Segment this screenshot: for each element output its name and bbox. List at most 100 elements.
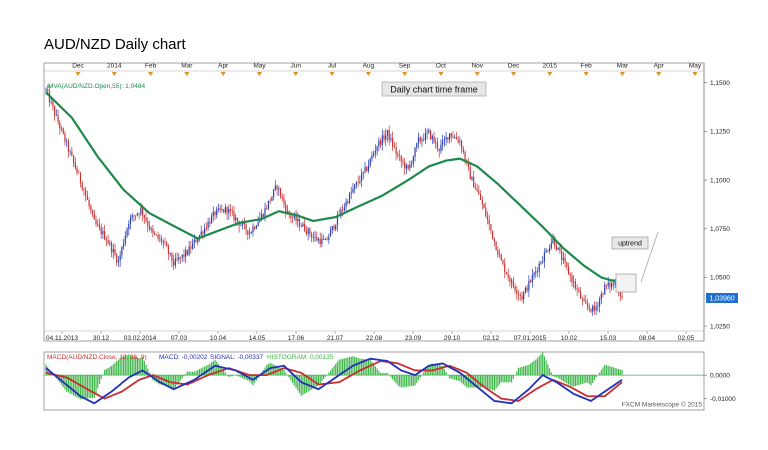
price-panel bbox=[43, 62, 705, 342]
candle bbox=[436, 137, 439, 152]
candle bbox=[310, 231, 313, 243]
candle bbox=[535, 266, 537, 278]
candle bbox=[124, 231, 126, 247]
candle-body bbox=[176, 258, 178, 260]
candle-body bbox=[205, 227, 207, 229]
date-tick-label: 07.01.2015 bbox=[514, 335, 547, 342]
candle bbox=[252, 223, 254, 237]
date-tick-label: 02.12 bbox=[483, 335, 500, 342]
candle bbox=[223, 209, 225, 214]
signal-value: SIGNAL: -0,00337 bbox=[210, 354, 263, 361]
candle-body bbox=[509, 277, 511, 283]
candle-body bbox=[152, 228, 154, 233]
candle bbox=[190, 240, 192, 254]
candle bbox=[357, 176, 359, 187]
candle-body bbox=[405, 164, 408, 169]
candle-body bbox=[367, 165, 370, 171]
date-tick-label: 22.08 bbox=[366, 335, 383, 342]
candle bbox=[74, 157, 76, 170]
candle bbox=[278, 185, 280, 196]
candle bbox=[250, 231, 252, 234]
candle bbox=[114, 243, 116, 257]
candle bbox=[205, 222, 207, 232]
candle bbox=[128, 220, 130, 236]
candle bbox=[442, 134, 444, 151]
candle-body bbox=[514, 286, 516, 291]
y-tick-label: 1,1250 bbox=[710, 129, 730, 136]
candle bbox=[507, 268, 509, 281]
month-marker bbox=[511, 72, 517, 76]
candle-body bbox=[607, 282, 609, 286]
candle-body bbox=[336, 214, 339, 226]
candle-body bbox=[45, 89, 47, 91]
candle bbox=[257, 216, 259, 227]
candle-body bbox=[540, 262, 542, 264]
candle-body bbox=[102, 231, 104, 235]
candle-body bbox=[264, 208, 266, 217]
candle-body bbox=[160, 238, 163, 243]
top-month-label: Apr bbox=[218, 63, 229, 70]
candle-body bbox=[91, 210, 94, 214]
candle-body bbox=[231, 210, 233, 212]
candle-body bbox=[366, 167, 368, 171]
candle-body bbox=[360, 173, 363, 182]
candle-body bbox=[297, 218, 299, 222]
candle bbox=[304, 218, 306, 233]
candle-body bbox=[167, 246, 170, 254]
candle-body bbox=[243, 222, 245, 225]
candle bbox=[176, 252, 178, 262]
mva-label: MVA(AUD/NZD.Open,55): 1,0484 bbox=[48, 83, 145, 90]
y-tick-label: 1,0250 bbox=[710, 323, 730, 330]
candle-body bbox=[298, 218, 301, 227]
candle bbox=[424, 127, 427, 144]
candle-body bbox=[135, 215, 137, 217]
candle bbox=[67, 138, 70, 158]
candle-body bbox=[202, 231, 204, 234]
candle bbox=[576, 284, 578, 297]
candle bbox=[112, 243, 114, 260]
candle bbox=[388, 125, 390, 146]
candle-body bbox=[171, 252, 173, 262]
month-marker bbox=[256, 72, 262, 76]
candle bbox=[386, 129, 389, 142]
candle bbox=[307, 227, 309, 241]
candle bbox=[285, 200, 287, 219]
candle bbox=[567, 262, 570, 275]
candle-body bbox=[57, 114, 59, 123]
candle-body bbox=[443, 139, 445, 141]
candle-body bbox=[93, 213, 95, 220]
candle-body bbox=[123, 243, 125, 247]
candle-body bbox=[581, 298, 583, 300]
candle bbox=[414, 147, 416, 162]
candle-body bbox=[373, 153, 375, 156]
top-month-label: May bbox=[253, 63, 266, 70]
candle-body bbox=[512, 280, 514, 287]
candle-body bbox=[324, 238, 326, 240]
top-month-label: 2014 bbox=[107, 63, 122, 70]
macd-value: MACD: -0,00202 bbox=[159, 354, 208, 361]
candle-body bbox=[348, 193, 351, 203]
candle-body bbox=[521, 295, 523, 300]
candle-body bbox=[428, 130, 430, 133]
candle bbox=[317, 237, 320, 244]
candle-body bbox=[576, 288, 578, 290]
candle-body bbox=[204, 227, 206, 234]
candle-body bbox=[83, 189, 85, 191]
candle-body bbox=[350, 192, 352, 194]
candle-body bbox=[150, 228, 152, 230]
candle bbox=[580, 287, 582, 299]
candle bbox=[514, 283, 516, 294]
candle-body bbox=[442, 140, 444, 145]
candle bbox=[66, 138, 68, 148]
candle-body bbox=[121, 246, 123, 256]
candle bbox=[423, 133, 425, 142]
candle bbox=[440, 139, 442, 154]
candle-body bbox=[414, 147, 416, 157]
candle bbox=[107, 234, 109, 245]
candle-body bbox=[467, 161, 470, 167]
candle-body bbox=[72, 155, 75, 163]
candle bbox=[131, 213, 133, 221]
footer-credit: FXCM Marketscope © 2015 bbox=[622, 401, 703, 409]
candle-body bbox=[469, 166, 471, 180]
candle bbox=[210, 213, 213, 224]
